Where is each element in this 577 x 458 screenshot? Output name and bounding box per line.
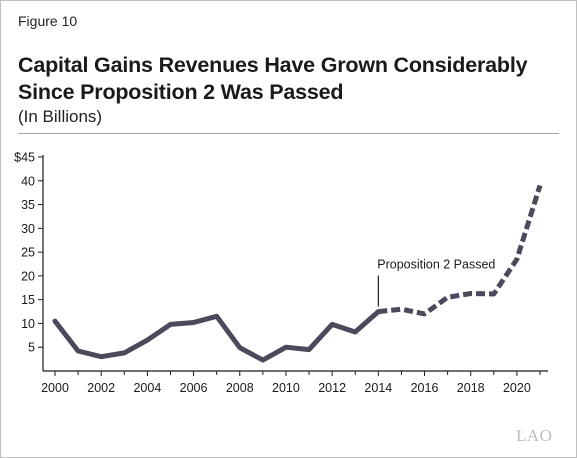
x-tick-label: 2014 xyxy=(364,381,392,395)
x-tick-label: 2006 xyxy=(180,381,208,395)
y-tick-label: 10 xyxy=(21,317,35,331)
x-tick-label: 2020 xyxy=(503,381,531,395)
lao-logo: LAO xyxy=(516,426,553,445)
y-tick-label: 40 xyxy=(21,174,35,188)
y-tick-label: 5 xyxy=(28,341,35,355)
x-tick-label: 2008 xyxy=(226,381,254,395)
y-axis-ticks: 5 10 15 20 25 30 35 40 $45 xyxy=(14,151,43,355)
figure-label: Figure 10 xyxy=(18,13,78,29)
x-tick-label: 2004 xyxy=(133,381,161,395)
y-tick-label: 35 xyxy=(21,198,35,212)
y-tick-label: 25 xyxy=(21,246,35,260)
series-line-actual xyxy=(52,309,381,363)
y-tick-label: 20 xyxy=(21,269,35,283)
x-tick-label: 2012 xyxy=(318,381,346,395)
x-tick-label: 2000 xyxy=(41,381,69,395)
annotation-label: Proposition 2 Passed xyxy=(377,258,495,272)
x-tick-label: 2018 xyxy=(457,381,485,395)
chart-subtitle: (In Billions) xyxy=(18,107,103,126)
title-divider xyxy=(18,133,559,134)
x-axis-ticks: 2000 2002 2004 2006 2008 2010 2012 2014 2016 2018… xyxy=(41,371,541,395)
chart-annotations: Proposition 2 Passed xyxy=(377,258,495,307)
chart-title-line-2: Since Proposition 2 Was Passed xyxy=(18,80,344,104)
y-tick-label: $45 xyxy=(14,151,35,165)
chart-axes xyxy=(42,155,548,372)
x-tick-label: 2016 xyxy=(411,381,439,395)
x-tick-label: 2002 xyxy=(87,381,115,395)
series-line-projected xyxy=(378,184,543,317)
y-tick-label: 30 xyxy=(21,222,35,236)
chart-title-line-1: Capital Gains Revenues Have Grown Consid… xyxy=(18,53,528,77)
x-tick-label: 2010 xyxy=(272,381,300,395)
y-tick-label: 15 xyxy=(21,293,35,307)
chart-title: Capital Gains Revenues Have Grown Consid… xyxy=(18,52,563,106)
chart-series xyxy=(52,184,543,363)
